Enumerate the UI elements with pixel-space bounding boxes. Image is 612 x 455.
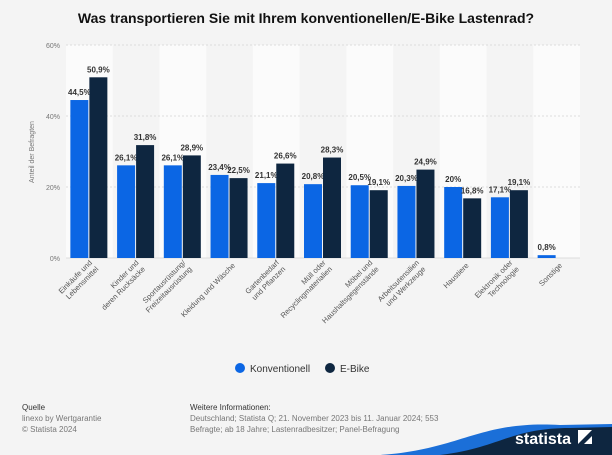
bar-ebike	[369, 190, 388, 258]
data-label: 24,9%	[414, 158, 437, 167]
bar-konventionell	[350, 185, 369, 258]
chart-title: Was transportieren Sie mit Ihrem konvent…	[77, 10, 535, 26]
x-tick-label: Elektronik oderTechnologie	[473, 258, 521, 306]
data-label: 20%	[445, 175, 461, 184]
bar-ebike	[136, 145, 155, 258]
data-label: 28,9%	[180, 143, 203, 152]
bar-ebike	[276, 163, 295, 258]
bar-konventionell	[117, 165, 136, 258]
bar-konventionell	[210, 174, 229, 258]
bar-ebike	[89, 77, 108, 259]
data-label: 21,1%	[255, 171, 278, 180]
bar-konventionell	[304, 184, 322, 258]
more-info: Weitere Informationen: Deutschland; Stat…	[190, 402, 438, 435]
bar-konventionell	[397, 185, 416, 258]
legend-marker	[235, 363, 245, 373]
y-tick-label: 0%	[50, 256, 60, 263]
copyright: © Statista 2024	[22, 425, 77, 434]
y-axis-label: Anteil der Befragten	[29, 121, 36, 183]
legend-label: E-Bike	[340, 364, 370, 375]
data-label: 17,1%	[489, 185, 512, 194]
data-label: 26,6%	[274, 152, 297, 161]
legend-marker	[325, 363, 335, 373]
bar-konventionell	[163, 165, 182, 258]
data-label: 44,5%	[68, 88, 91, 97]
data-label: 20,3%	[395, 174, 418, 183]
bar-konventionell	[490, 197, 509, 258]
bar-ebike	[229, 178, 248, 258]
bar-ebike	[323, 157, 341, 258]
data-label: 28,3%	[321, 146, 344, 155]
y-tick-label: 20%	[46, 185, 60, 192]
x-tick-label: Kinder undderen Rucksäcke	[93, 258, 147, 312]
data-label: 50,9%	[87, 65, 110, 74]
data-label: 19,1%	[367, 178, 390, 187]
data-label: 0,8%	[538, 243, 556, 252]
bar-ebike	[463, 198, 482, 258]
bar-konventionell	[537, 255, 556, 258]
y-tick-label: 60%	[46, 43, 60, 50]
info-title: Weitere Informationen:	[190, 403, 271, 412]
data-label: 26,1%	[115, 153, 138, 162]
info-text-2: Befragte; ab 18 Jahre; Lastenradbesitzer…	[190, 425, 400, 434]
y-tick-label: 40%	[46, 114, 60, 121]
source: Quelle linexo by Wertgarantie © Statista…	[22, 402, 101, 435]
data-label: 26,1%	[161, 153, 184, 162]
source-text: linexo by Wertgarantie	[22, 414, 102, 423]
bar-ebike	[182, 155, 201, 258]
bar-konventionell	[70, 100, 89, 259]
category-band	[533, 45, 580, 258]
data-label: 20,8%	[302, 172, 325, 181]
data-label: 31,8%	[134, 133, 157, 142]
bar-konventionell	[444, 187, 463, 258]
source-title: Quelle	[22, 403, 46, 412]
data-label: 22,5%	[227, 166, 250, 175]
data-label: 23,4%	[208, 163, 231, 172]
x-tick-label: Haustiere	[442, 261, 471, 290]
legend-label: Konventionell	[250, 364, 310, 375]
bar-ebike	[416, 169, 435, 258]
info-text-1: Deutschland; Statista Q; 21. November 20…	[190, 414, 439, 423]
x-tick-label: Sonstige	[537, 261, 564, 288]
data-label: 20,5%	[348, 173, 371, 182]
x-tick-label: Einkäufe undLebensmittel	[57, 258, 101, 302]
x-tick-label: Gartenbedarfund Pflanzen	[243, 258, 288, 303]
data-label: 19,1%	[508, 178, 531, 187]
bar-konventionell	[257, 183, 276, 258]
data-label: 16,8%	[461, 186, 484, 195]
bar-ebike	[509, 190, 528, 258]
x-tick-label: Arbeitsutensilienund Werkzeuge	[376, 258, 428, 310]
